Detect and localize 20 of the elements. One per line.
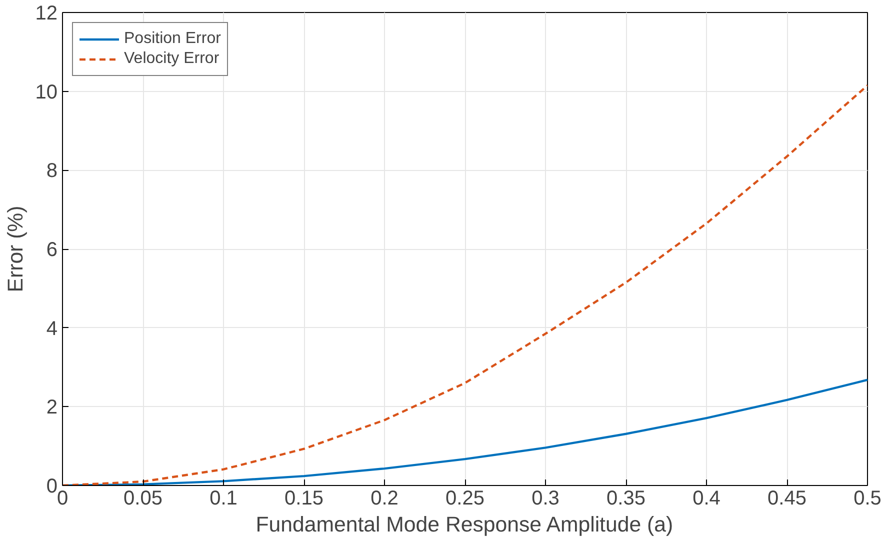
- x-tick-label: 0.25: [446, 488, 484, 510]
- x-tick-label: 0.5: [854, 488, 882, 510]
- y-tick-label: 12: [35, 2, 58, 24]
- y-tick-label: 2: [46, 396, 58, 419]
- x-tick-label: 0.45: [768, 488, 806, 510]
- x-tick-label: 0.3: [532, 488, 560, 510]
- x-tick-label: 0.2: [370, 488, 398, 510]
- x-tick-label: 0.15: [284, 488, 324, 510]
- y-tick-label: 8: [46, 160, 58, 182]
- x-tick-label: 0.05: [124, 488, 162, 510]
- x-tick-label: 0.35: [606, 488, 646, 510]
- y-axis-title: Error (%): [3, 206, 28, 292]
- y-tick-label: 10: [35, 81, 58, 104]
- legend-label: Velocity Error: [124, 50, 220, 68]
- y-tick-label: 4: [46, 318, 58, 340]
- x-tick-label: 0.4: [692, 488, 720, 510]
- x-tick-label: 0.1: [210, 488, 238, 510]
- legend-label: Position Error: [124, 30, 221, 48]
- x-axis-title: Fundamental Mode Response Amplitude (a): [256, 512, 674, 536]
- y-tick-label: 6: [46, 239, 58, 261]
